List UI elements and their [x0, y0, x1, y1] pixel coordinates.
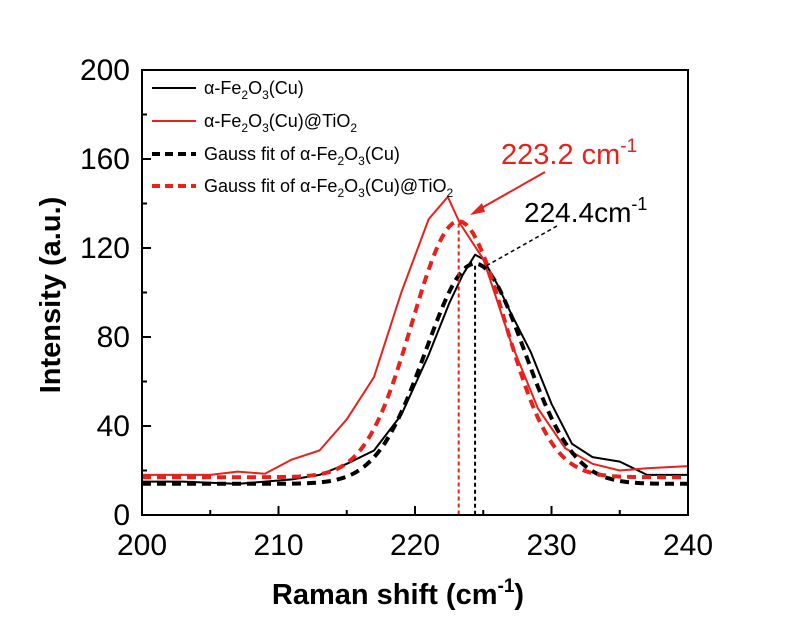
plot-frame	[141, 69, 689, 516]
plot-area	[142, 195, 688, 515]
x-axis-title: Raman shift (cm-1)	[272, 576, 524, 611]
series-line-3	[142, 219, 688, 480]
legend-item-gauss-fe2o3-tio2: Gauss fit of α-Fe2O3(Cu)@TiO2	[152, 176, 453, 200]
axis-ticks: 200 210 220 230 240 0 40 80 120 160 200	[80, 54, 713, 562]
y-tick-label: 0	[113, 499, 130, 532]
legend-label-gauss-fe2o3: Gauss fit of α-Fe2O3(Cu)	[204, 144, 400, 168]
series-line-0	[142, 253, 688, 485]
y-tick-label: 40	[97, 410, 130, 443]
legend-item-fe2o3: α-Fe2O3(Cu)	[152, 78, 304, 102]
annotation-black-leader	[485, 225, 558, 267]
x-axis-title-sup: -1	[498, 576, 515, 597]
annotation-red-arrow	[477, 171, 546, 211]
y-tick-label: 160	[80, 143, 130, 176]
series-layer	[142, 195, 688, 486]
y-tick-label: 120	[80, 232, 130, 265]
x-tick-label: 210	[253, 529, 303, 562]
legend-item-gauss-fe2o3: Gauss fit of α-Fe2O3(Cu)	[152, 144, 400, 168]
legend-item-fe2o3-tio2: α-Fe2O3(Cu)@TiO2	[152, 111, 357, 135]
annotation-black-peak: 224.4cm-1	[524, 194, 647, 228]
legend-label-fe2o3: α-Fe2O3(Cu)	[204, 78, 304, 102]
x-tick-label: 200	[117, 529, 167, 562]
y-tick-label: 200	[80, 54, 130, 87]
legend-label-gauss-fe2o3-tio2: Gauss fit of α-Fe2O3(Cu)@TiO2	[204, 176, 453, 200]
x-axis-title-main: Raman shift (cm	[272, 579, 498, 611]
legend: α-Fe2O3(Cu) α-Fe2O3(Cu)@TiO2 Gauss fit o…	[152, 78, 453, 200]
y-tick-label: 80	[97, 321, 130, 354]
x-tick-label: 240	[663, 529, 713, 562]
annotation-red-arrowhead	[470, 203, 485, 215]
x-tick-label: 220	[390, 529, 440, 562]
series-line-1	[142, 195, 688, 476]
series-line-2	[142, 261, 688, 486]
x-tick-label: 230	[526, 529, 576, 562]
y-axis-title: Intensity (a.u.)	[35, 197, 67, 394]
x-axis-title-end: )	[514, 579, 524, 611]
annotation-red-peak: 223.2 cm-1	[501, 136, 637, 171]
legend-label-fe2o3-tio2: α-Fe2O3(Cu)@TiO2	[204, 111, 357, 135]
